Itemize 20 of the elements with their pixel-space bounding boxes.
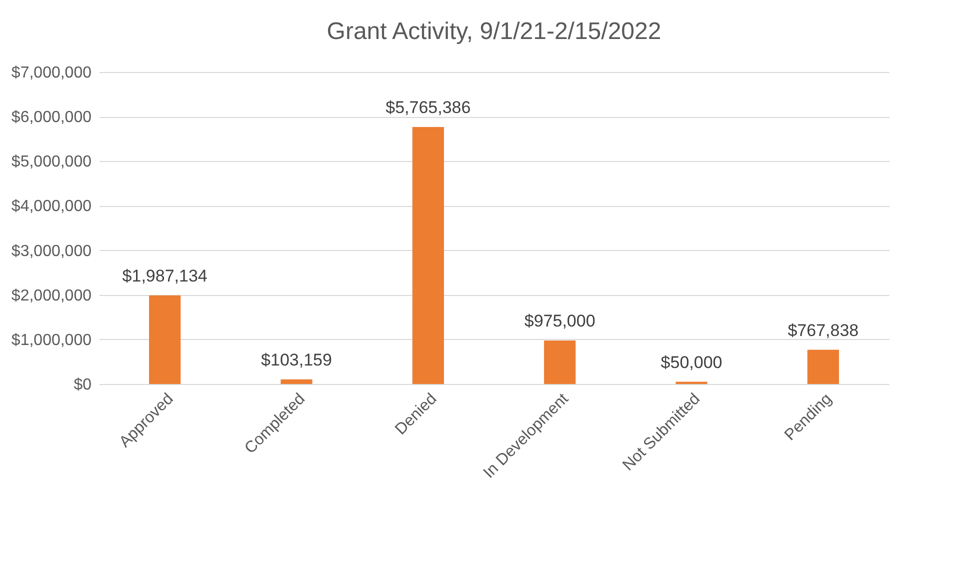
bar: [280, 379, 312, 384]
bar: [149, 295, 181, 384]
data-label: $1,987,134: [122, 266, 208, 286]
data-label: $975,000: [524, 312, 596, 331]
chart-title: Grant Activity, 9/1/21-2/15/2022: [326, 18, 662, 45]
data-label: $5,765,386: [386, 98, 471, 118]
data-label: $103,159: [261, 350, 332, 370]
y-tick-label: $3,000,000: [11, 242, 92, 260]
y-tick-label: $2,000,000: [11, 287, 92, 304]
data-label: $50,000: [660, 352, 722, 372]
bar: [544, 340, 576, 384]
y-tick-label: $6,000,000: [11, 109, 92, 126]
bar: [807, 350, 839, 384]
y-tick-label: $5,000,000: [11, 154, 92, 171]
y-tick-label: $4,000,000: [11, 198, 92, 216]
data-label: $767,838: [788, 320, 859, 340]
y-tick-label: $7,000,000: [11, 64, 92, 82]
y-tick-label: $0: [74, 376, 92, 394]
bar: [412, 127, 444, 384]
y-tick-label: $1,000,000: [11, 332, 92, 349]
